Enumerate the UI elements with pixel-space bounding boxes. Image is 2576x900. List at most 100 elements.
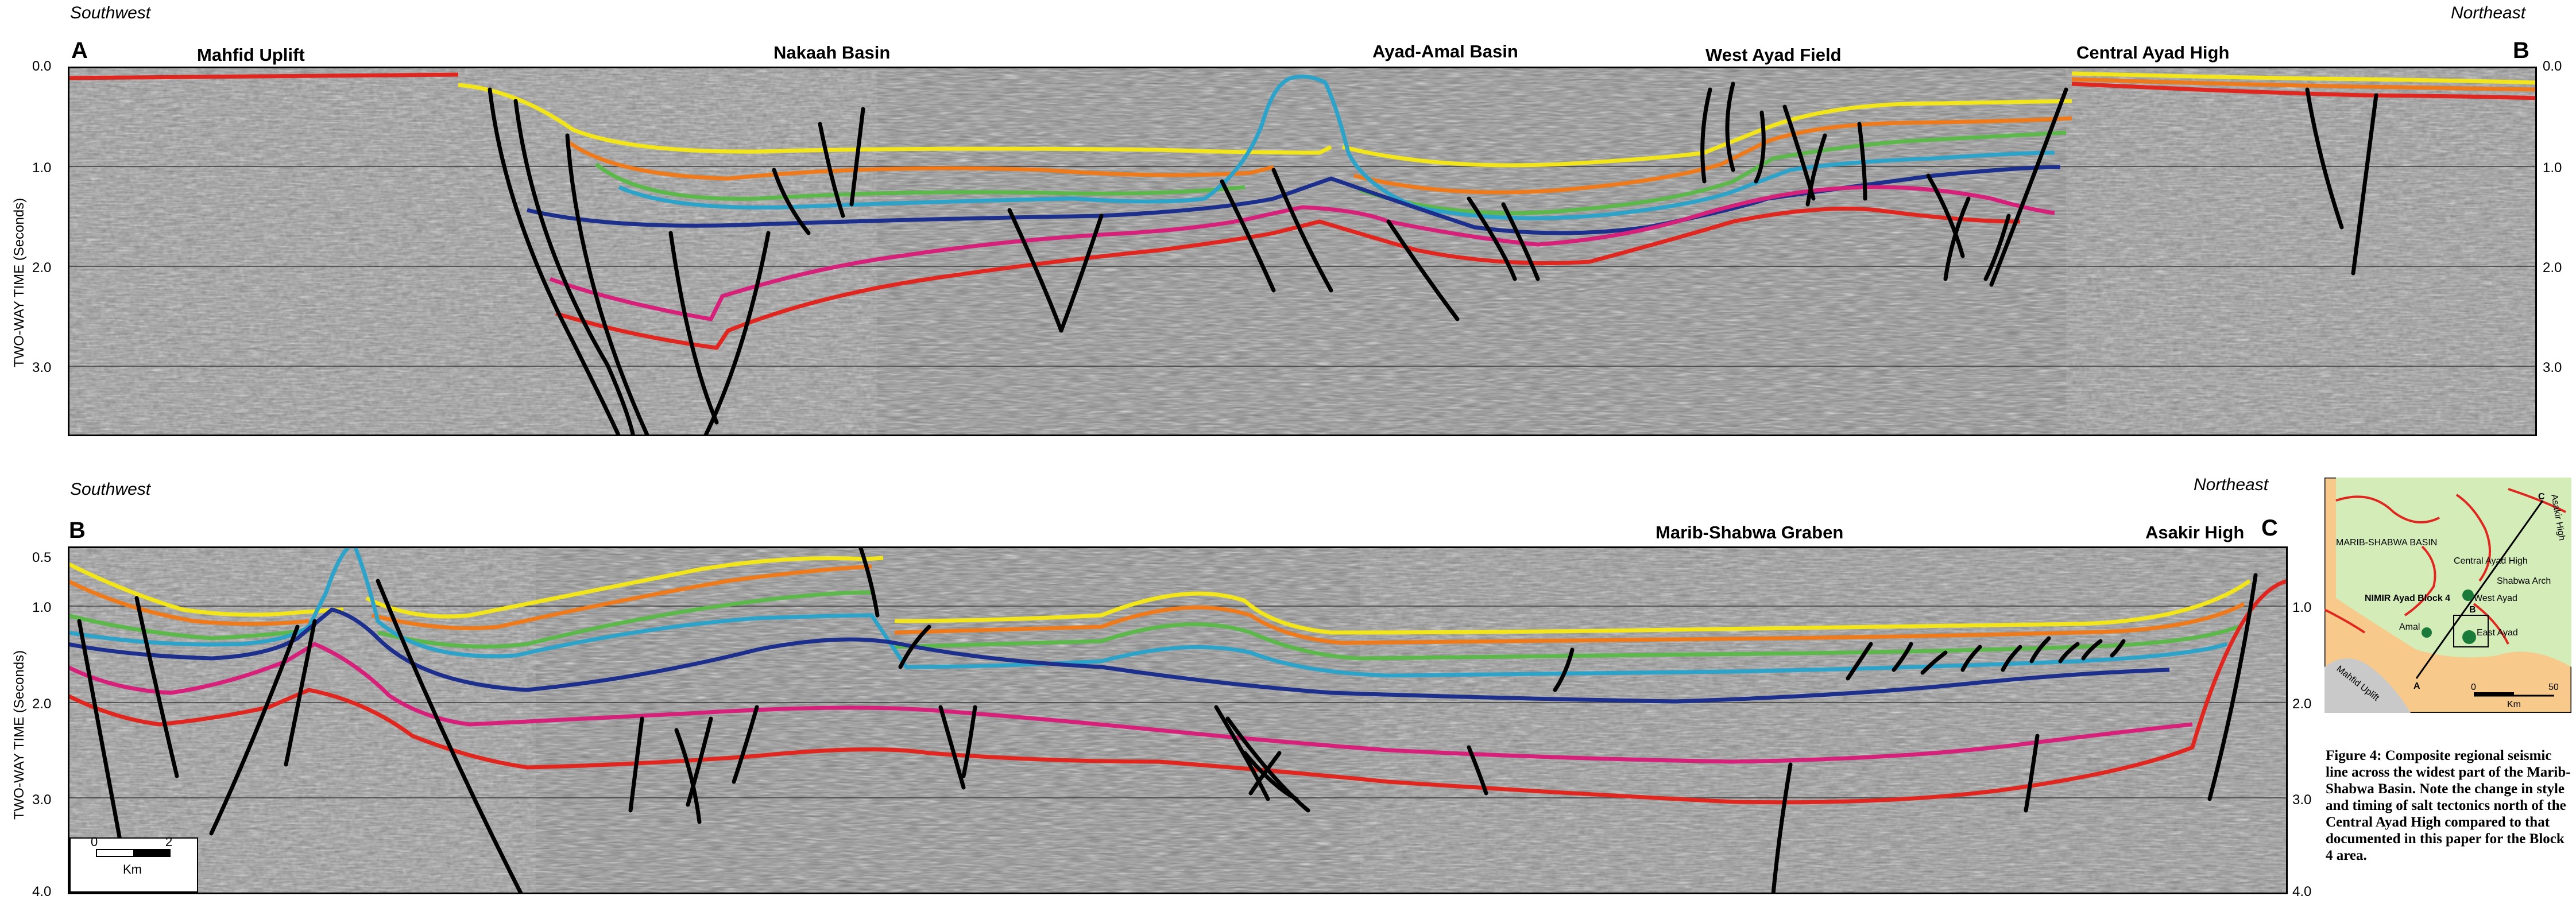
map-field-east-ayad xyxy=(2462,630,2476,644)
seismic-section-bc: 0 2 Km xyxy=(68,546,2288,894)
time-grid-ab xyxy=(68,166,2537,367)
feature-label-west-ayad-field: West Ayad Field xyxy=(1705,45,1842,65)
feature-label-ayad-amal-basin: Ayad-Amal Basin xyxy=(1372,41,1518,61)
fault-bc xyxy=(2024,734,2040,813)
feature-label-central-ayad-high: Central Ayad High xyxy=(2076,42,2230,63)
scale-bar-bc: 0 2 Km xyxy=(69,835,198,893)
fault-bc xyxy=(2110,639,2126,658)
fault-ab xyxy=(1220,179,1276,293)
fault-ab xyxy=(1926,173,1965,258)
section-frame-bc xyxy=(68,546,2288,894)
horizons-bc xyxy=(68,546,2288,805)
horizon-green-ab xyxy=(594,130,2067,215)
horizon-green-bc xyxy=(68,590,2240,661)
tick-ab-right: 1.0 xyxy=(2543,160,2562,176)
horizon-magenta-ab xyxy=(549,185,2055,321)
fault-ab xyxy=(1857,122,1867,201)
seismic-texture-overlay-ab-right xyxy=(2066,67,2537,436)
tick-bc-right: 2.0 xyxy=(2292,696,2312,712)
inset-location-map: MARIB-SHABWA BASIN Central Ayad High Sha… xyxy=(2324,478,2571,713)
tick-ab-right: 2.0 xyxy=(2543,260,2562,276)
direction-southwest-ab: Southwest xyxy=(70,3,151,22)
seismic-section-ab xyxy=(68,67,2537,436)
map-basin-area xyxy=(2336,478,2571,667)
fault-bc xyxy=(961,705,977,778)
horizon-yellow-right-ab xyxy=(2071,71,2537,85)
horizon-red-low-ab xyxy=(555,207,2021,350)
fault-bc xyxy=(1248,751,1282,796)
map-field-west-ayad xyxy=(2462,589,2474,601)
scale-bc-min: 0 xyxy=(91,835,98,849)
fault-bc xyxy=(1771,762,1793,894)
tick-bc-left: 0.5 xyxy=(32,550,52,565)
direction-northeast-ab: Northeast xyxy=(2451,3,2526,22)
fault-bc xyxy=(284,619,317,767)
tick-bc-left: 1.0 xyxy=(32,600,52,615)
map-label-shabwa-arch: Shabwa Arch xyxy=(2497,576,2551,586)
fault-bc xyxy=(898,624,931,669)
map-point-b: B xyxy=(2469,605,2476,615)
fault-ab xyxy=(703,231,771,436)
fault-ab xyxy=(1271,168,1333,293)
fault-bc xyxy=(1467,745,1488,796)
axis-title-bc: TWO-WAY TIME (Seconds) xyxy=(11,650,27,820)
seismic-texture-overlay-ab xyxy=(68,67,877,436)
fault-ab xyxy=(2351,93,2378,276)
corner-label-b-top: B xyxy=(2513,38,2529,63)
map-label-west-ayad: West Ayad xyxy=(2474,593,2517,603)
fault-ab xyxy=(1501,202,1540,281)
faults-bc xyxy=(77,546,2258,894)
map-block-4 xyxy=(2453,615,2489,647)
feature-label-mahfid-uplift: Mahfid Uplift xyxy=(197,45,305,65)
tick-bc-left: 2.0 xyxy=(32,696,52,712)
fault-bc xyxy=(938,705,966,790)
fault-bc xyxy=(1920,650,1948,675)
corner-label-c: C xyxy=(2261,515,2278,541)
fault-ab xyxy=(1059,214,1104,333)
tick-bc-right: 4.0 xyxy=(2292,884,2312,899)
fault-bc xyxy=(1243,751,1299,801)
fault-bc xyxy=(1892,642,1913,672)
fault-bc xyxy=(628,716,644,813)
fault-ab xyxy=(565,133,650,436)
map-label-block-4: NIMIR Ayad Block 4 xyxy=(2365,593,2450,603)
tick-bc-left: 3.0 xyxy=(32,792,52,808)
map-fault-lines xyxy=(2324,488,2566,645)
fault-ab xyxy=(513,99,636,436)
feature-label-asakir-high: Asakir High xyxy=(2145,522,2245,542)
fault-bc xyxy=(376,579,524,894)
tick-ab-left: 0.0 xyxy=(32,59,52,74)
fault-ab xyxy=(772,168,811,235)
map-scale-bar: 0 50 Km xyxy=(2471,682,2559,709)
direction-southwest-bc: Southwest xyxy=(70,480,151,499)
fault-ab xyxy=(1805,133,1827,207)
horizon-red-right-ab xyxy=(2071,82,2537,100)
fault-bc xyxy=(2029,636,2051,664)
fault-bc xyxy=(1960,645,1982,672)
fault-bc xyxy=(2081,639,2103,661)
tick-ab-left: 2.0 xyxy=(32,260,52,276)
fault-ab xyxy=(1007,208,1063,333)
fault-ab xyxy=(1989,87,2068,287)
horizon-cyan-ab xyxy=(618,74,2055,220)
fault-bc xyxy=(674,728,702,824)
fault-ab xyxy=(1983,214,2011,281)
map-label-amal: Amal xyxy=(2399,622,2420,632)
map-scale-unit: Km xyxy=(2507,700,2521,709)
horizon-orange-bc xyxy=(68,564,2245,645)
horizon-red-ab xyxy=(68,72,459,80)
map-section-line xyxy=(2415,500,2544,679)
section-frame-ab xyxy=(68,67,2537,436)
figure-caption: Figure 4: Composite regional seismic lin… xyxy=(2326,748,2571,863)
horizon-yellow-bc xyxy=(68,556,2252,635)
corner-label-b-bottom: B xyxy=(69,518,86,543)
map-point-c: C xyxy=(2538,492,2545,502)
map-label-central-ayad-high: Central Ayad High xyxy=(2454,556,2528,566)
horizon-orange-right-ab xyxy=(2071,77,2537,92)
scale-bc-unit: Km xyxy=(123,862,142,876)
corner-label-a: A xyxy=(71,38,88,63)
fault-ab xyxy=(818,122,845,218)
horizon-navy-bc xyxy=(68,607,2170,704)
horizon-orange-ab xyxy=(566,116,2072,195)
fault-bc xyxy=(1214,705,1270,801)
